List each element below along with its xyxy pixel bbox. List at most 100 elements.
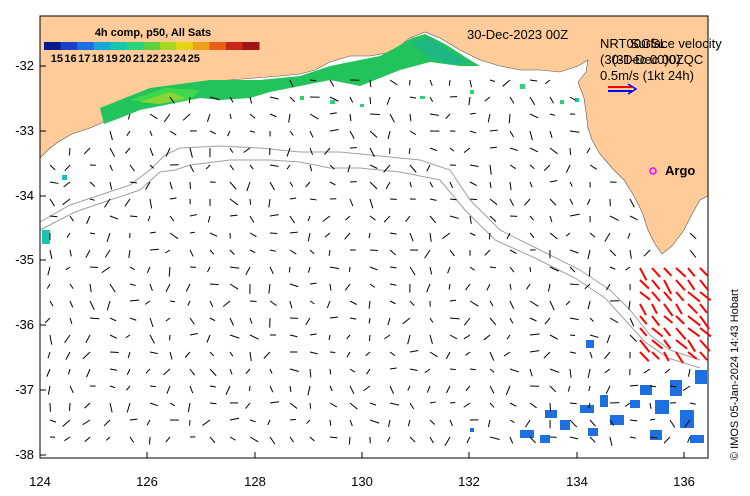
hf-radar-arrow	[663, 315, 674, 324]
velocity-arrow	[109, 130, 113, 140]
velocity-arrow	[544, 317, 551, 325]
hf-radar-arrow	[663, 303, 674, 317]
velocity-arrow	[569, 402, 577, 405]
hf-radar-arrow	[687, 279, 696, 291]
hf-radar-arrow	[675, 315, 685, 325]
velocity-arrow	[125, 147, 131, 154]
velocity-arrow	[83, 147, 91, 155]
velocity-arrow	[82, 351, 91, 360]
hf-radar-arrow	[675, 291, 685, 302]
velocity-arrow	[85, 334, 91, 344]
velocity-arrow	[569, 436, 579, 440]
velocity-arrow	[269, 214, 279, 217]
velocity-arrow	[349, 419, 353, 427]
velocity-arrow	[502, 79, 511, 87]
velocity-arrow	[543, 351, 551, 359]
colorbar-swatch	[176, 42, 194, 50]
velocity-arrow	[309, 147, 314, 155]
velocity-arrow	[469, 232, 476, 236]
hf-radar-arrow	[699, 339, 711, 352]
hf-radar-arrow	[663, 351, 670, 362]
hf-radar-arrow	[651, 291, 661, 302]
velocity-arrow	[129, 299, 140, 302]
velocity-arrow	[489, 300, 494, 307]
velocity-arrow	[587, 198, 591, 205]
hf-radar-arrow	[651, 339, 664, 350]
velocity-arrow	[309, 351, 318, 355]
velocity-arrow	[449, 181, 454, 189]
velocity-arrow	[206, 334, 211, 343]
velocity-arrow	[209, 385, 216, 388]
velocity-arrow	[663, 436, 671, 444]
velocity-arrow	[124, 198, 131, 207]
velocity-arrow	[49, 249, 53, 259]
velocity-arrow	[349, 113, 352, 122]
velocity-arrow	[629, 334, 638, 342]
velocity-arrow	[329, 181, 336, 186]
velocity-arrow	[329, 316, 339, 319]
velocity-arrow	[309, 198, 317, 201]
velocity-arrow	[627, 232, 631, 239]
velocity-arrow	[569, 213, 580, 217]
velocity-arrow	[409, 232, 414, 242]
velocity-arrow	[249, 130, 255, 133]
velocity-arrow	[486, 283, 491, 291]
velocity-arrow	[309, 300, 315, 305]
velocity-arrow	[104, 198, 111, 208]
velocity-arrow	[289, 283, 299, 288]
velocity-arrow	[385, 181, 391, 190]
hf-radar-arrow	[699, 267, 709, 277]
velocity-arrow	[529, 164, 535, 170]
velocity-arrow	[589, 164, 597, 170]
velocity-arrow	[125, 334, 131, 339]
velocity-arrow	[229, 436, 236, 441]
velocity-arrow	[604, 368, 611, 374]
velocity-arrow	[49, 334, 53, 345]
velocity-arrow	[49, 215, 58, 218]
velocity-arrow	[144, 300, 151, 305]
velocity-arrow	[289, 436, 294, 443]
velocity-arrow	[169, 232, 179, 240]
velocity-arrow	[349, 317, 357, 320]
velocity-arrow	[289, 231, 298, 234]
velocity-arrow	[409, 113, 412, 122]
velocity-arrow	[169, 96, 175, 104]
velocity-arrow	[229, 198, 239, 206]
velocity-arrow	[62, 198, 71, 206]
velocity-arrow	[545, 79, 551, 85]
velocity-arrow	[104, 249, 111, 258]
velocity-arrow	[289, 215, 296, 224]
legend-line-2-overlap: (31-Dec 00)	[612, 52, 681, 67]
velocity-arrow	[109, 334, 118, 339]
velocity-arrow	[289, 181, 294, 187]
velocity-arrow	[445, 351, 451, 360]
velocity-arrow	[509, 402, 517, 407]
velocity-arrow	[587, 300, 591, 310]
colorbar-tick: 23	[160, 53, 173, 65]
velocity-arrow	[689, 402, 696, 405]
velocity-arrow	[309, 368, 312, 378]
plot-frame	[39, 15, 709, 459]
velocity-arrow	[368, 300, 371, 309]
velocity-arrow	[604, 351, 611, 359]
velocity-arrow	[489, 181, 492, 189]
x-tick-label: 136	[673, 474, 695, 489]
velocity-arrow	[529, 232, 535, 239]
velocity-arrow	[426, 283, 431, 293]
velocity-arrow	[442, 232, 451, 239]
velocity-arrow	[549, 385, 557, 393]
velocity-arrow	[269, 181, 275, 191]
velocity-arrow	[369, 198, 374, 209]
velocity-arrow	[106, 232, 111, 243]
velocity-arrow	[146, 419, 151, 426]
velocity-arrow	[368, 334, 371, 342]
velocity-arrow	[589, 334, 599, 338]
velocity-arrow	[569, 368, 572, 378]
velocity-arrow	[346, 351, 351, 358]
velocity-arrow	[329, 351, 336, 354]
velocity-arrow	[509, 419, 515, 424]
velocity-arrow	[489, 146, 497, 149]
velocity-arrow	[569, 266, 576, 273]
velocity-arrow	[529, 113, 539, 119]
velocity-arrow	[109, 164, 113, 171]
